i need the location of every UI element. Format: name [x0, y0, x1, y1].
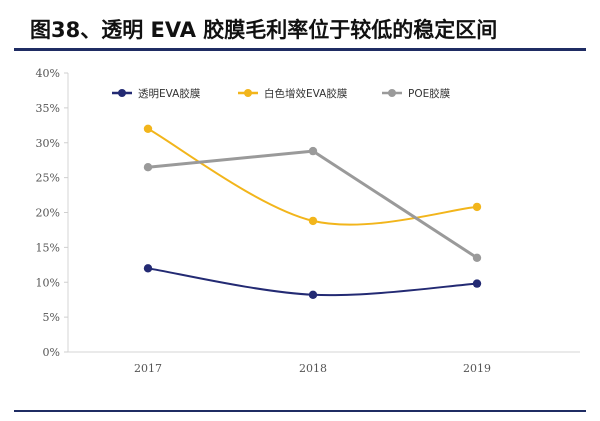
- legend-swatch-marker: [244, 89, 252, 97]
- data-point-series2-2017: [143, 124, 153, 133]
- y-tick-label: 0%: [43, 346, 60, 359]
- y-tick-label: 5%: [43, 311, 60, 324]
- title-underline: [14, 48, 586, 51]
- x-tick-label: 2017: [134, 362, 162, 375]
- y-tick-label: 40%: [36, 67, 60, 80]
- legend-label: POE胶膜: [408, 87, 451, 100]
- data-point-series1-2017: [143, 264, 153, 273]
- data-point-series1-2018: [308, 290, 318, 299]
- y-tick-label: 30%: [36, 137, 60, 150]
- y-tick-label: 20%: [36, 207, 60, 220]
- legend-label: 白色增效EVA胶膜: [264, 87, 348, 100]
- bottom-rule: [14, 410, 586, 412]
- data-point-series3-2019: [472, 253, 482, 262]
- y-tick-label: 15%: [36, 241, 60, 254]
- data-point-series2-2018: [308, 216, 318, 226]
- data-point-series2-2019: [472, 202, 482, 212]
- legend-label: 透明EVA胶膜: [138, 87, 201, 100]
- x-tick-label: 2018: [299, 362, 327, 375]
- y-tick-label: 10%: [36, 276, 60, 289]
- chart-axes: 0% 5% 10% 15% 20% 25% 30% 35% 40% 2017 2018 2019: [36, 67, 580, 375]
- legend-swatch-marker: [388, 89, 396, 97]
- data-point-series1-2019: [472, 279, 482, 288]
- chart-series: [143, 124, 482, 299]
- data-point-series3-2018: [308, 146, 318, 156]
- chart-legend: 透明EVA胶膜 白色增效EVA胶膜 POE胶膜: [112, 87, 451, 100]
- legend-swatch-marker: [118, 89, 126, 97]
- y-tick-label: 35%: [36, 102, 60, 115]
- data-point-series3-2017: [143, 163, 153, 172]
- x-tick-label: 2019: [463, 362, 491, 375]
- series-line-2: [147, 127, 478, 226]
- y-tick-label: 25%: [36, 172, 60, 185]
- series-line-3: [147, 149, 478, 260]
- figure-title: 图38、透明 EVA 胶膜毛利率位于较低的稳定区间: [30, 18, 498, 42]
